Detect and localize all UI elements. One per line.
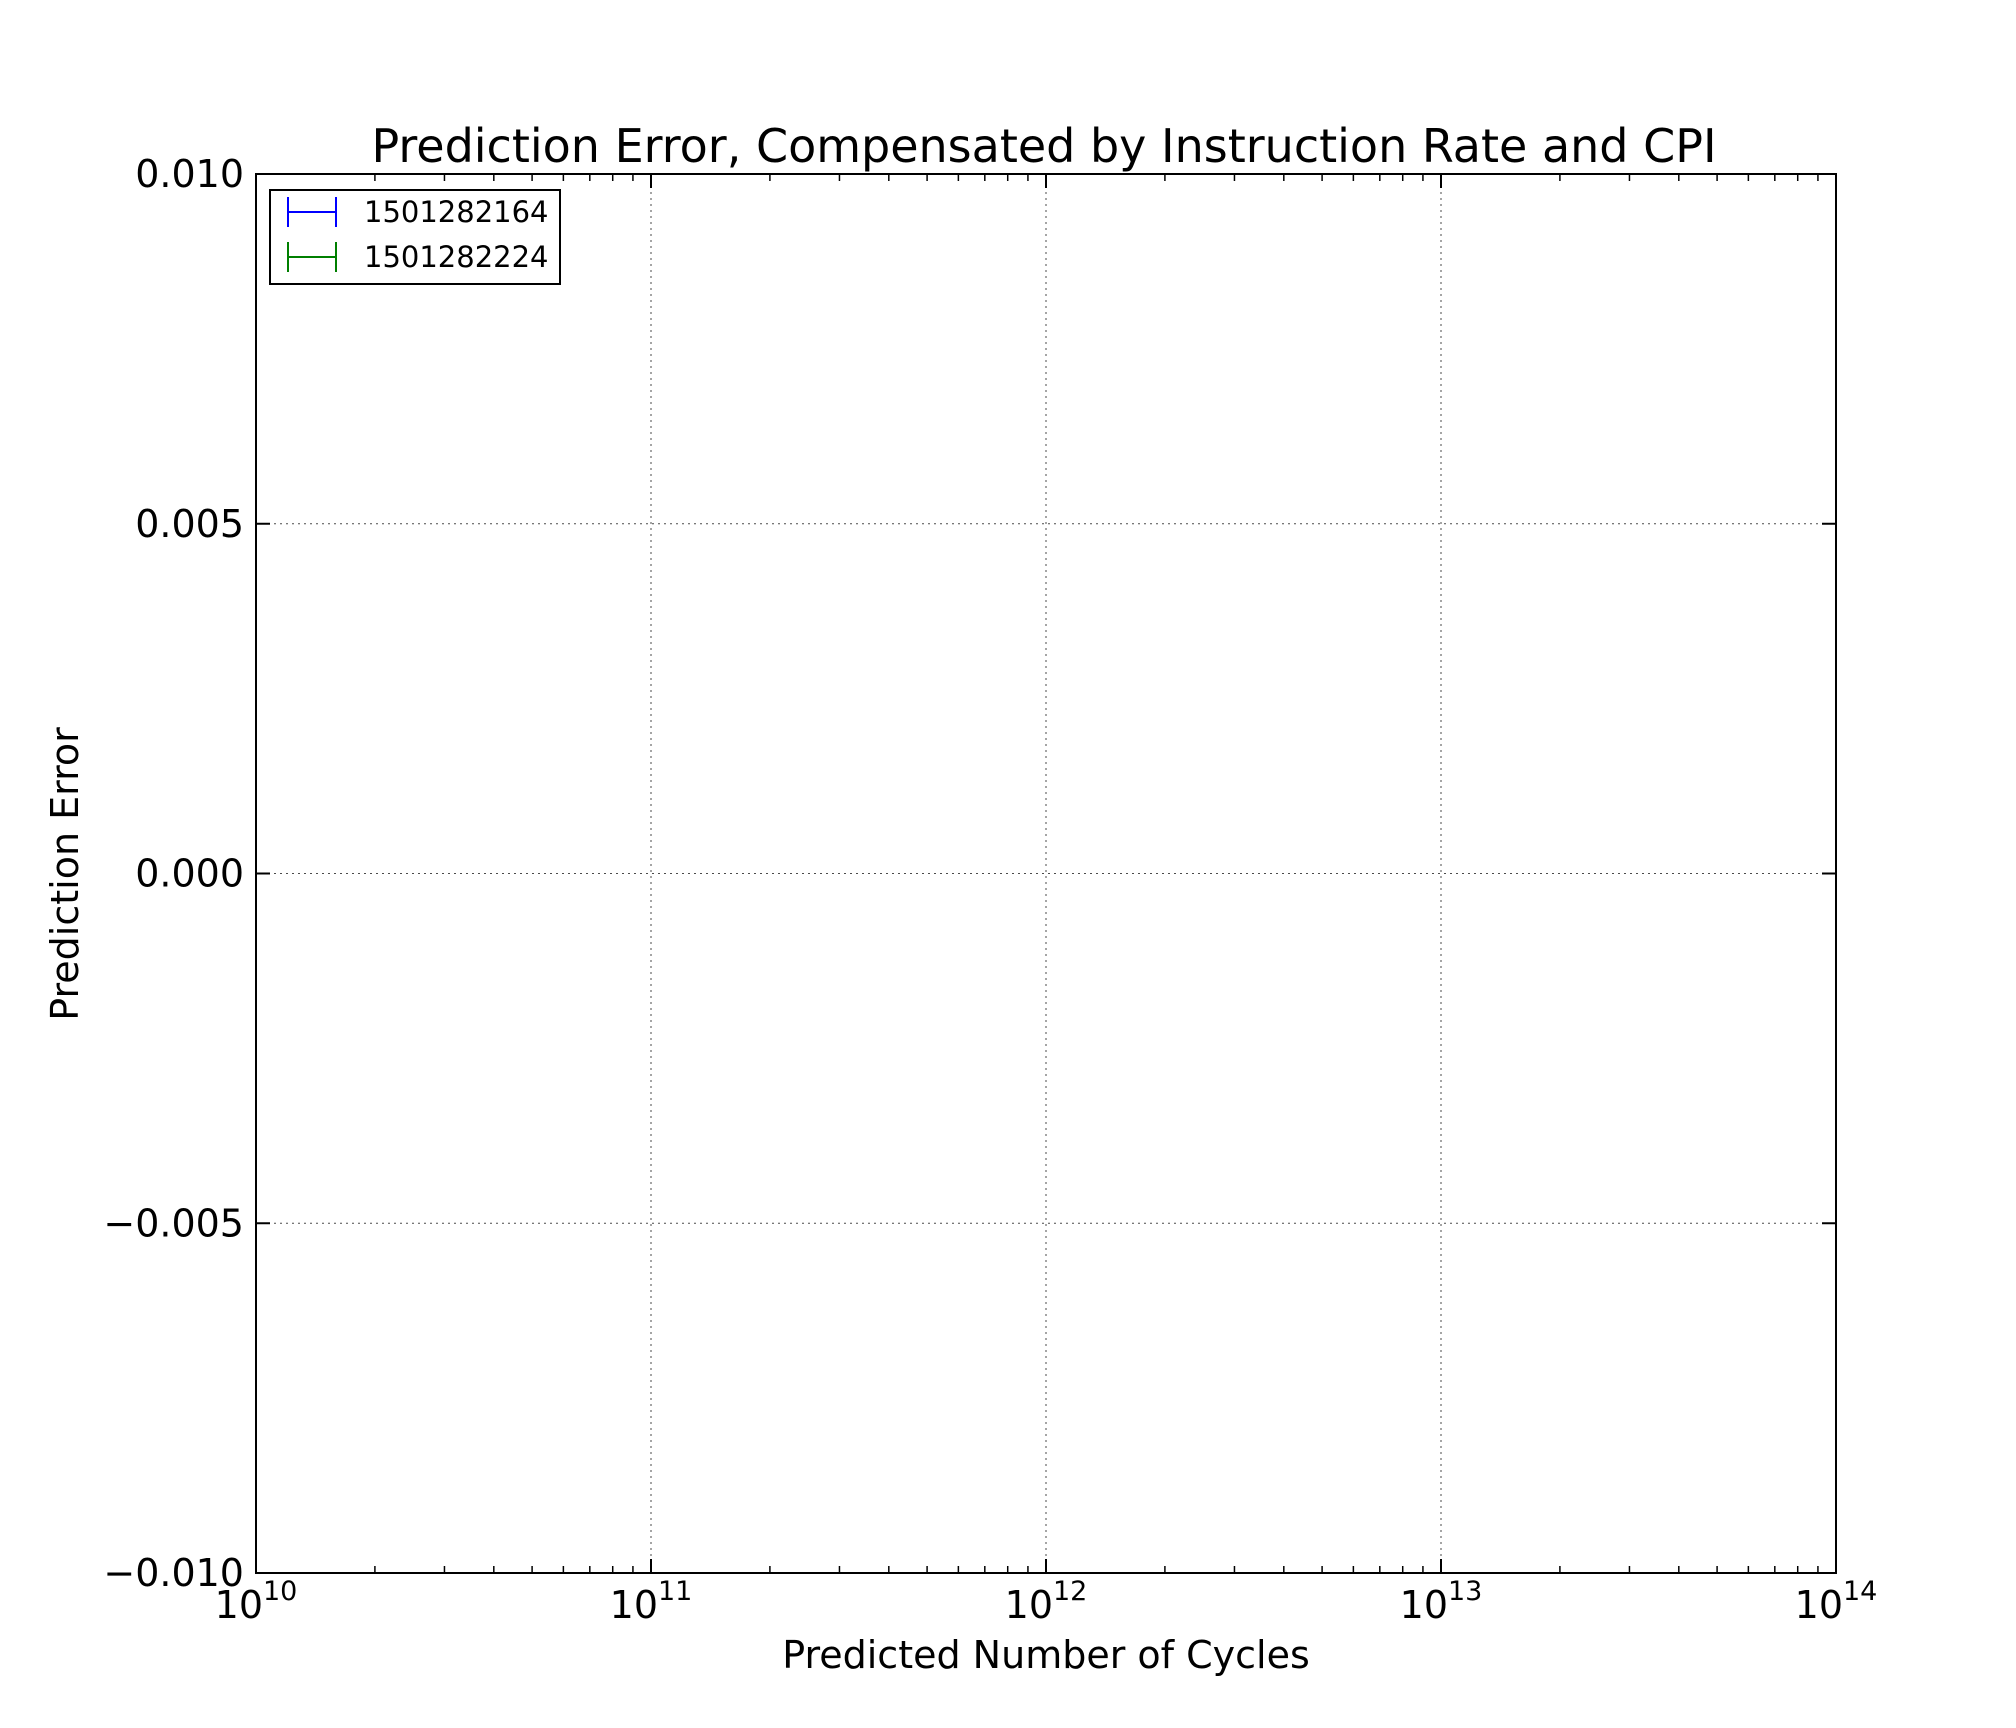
chart-title: Prediction Error, Compensated by Instruc… [371,119,1716,173]
y-tick-label: 0.010 [135,152,244,196]
x-minor-ticks [374,174,1819,1573]
y-tick-labels: 0.010 0.005 0.000 −0.005 −0.010 [103,152,244,1595]
legend-box [269,189,561,285]
y-tick-label: 0.005 [135,502,244,546]
y-tick-label: −0.010 [103,1551,244,1595]
legend-label: 1501282164 [364,195,549,229]
x-tick-label: 1013 [1400,1576,1483,1627]
y-tick-label: −0.005 [103,1201,244,1245]
legend-label: 1501282224 [364,240,549,274]
y-axis-label: Prediction Error [43,727,87,1021]
x-tick-label: 1011 [610,1576,693,1627]
x-axis-label: Predicted Number of Cycles [782,1633,1310,1677]
grid-lines [256,174,1836,1573]
y-tick-label: 0.000 [135,852,244,896]
x-tick-labels: 1010 1011 1012 1013 1014 [215,1576,1878,1627]
x-tick-label: 1014 [1795,1576,1878,1627]
plot-area-frame [255,173,1837,1574]
legend: 1501282164 1501282224 [269,189,561,285]
legend-entry: 1501282164 [287,195,549,229]
x-tick-label: 1010 [215,1576,298,1627]
legend-entry: 1501282224 [287,240,549,274]
x-tick-label: 1012 [1005,1576,1088,1627]
